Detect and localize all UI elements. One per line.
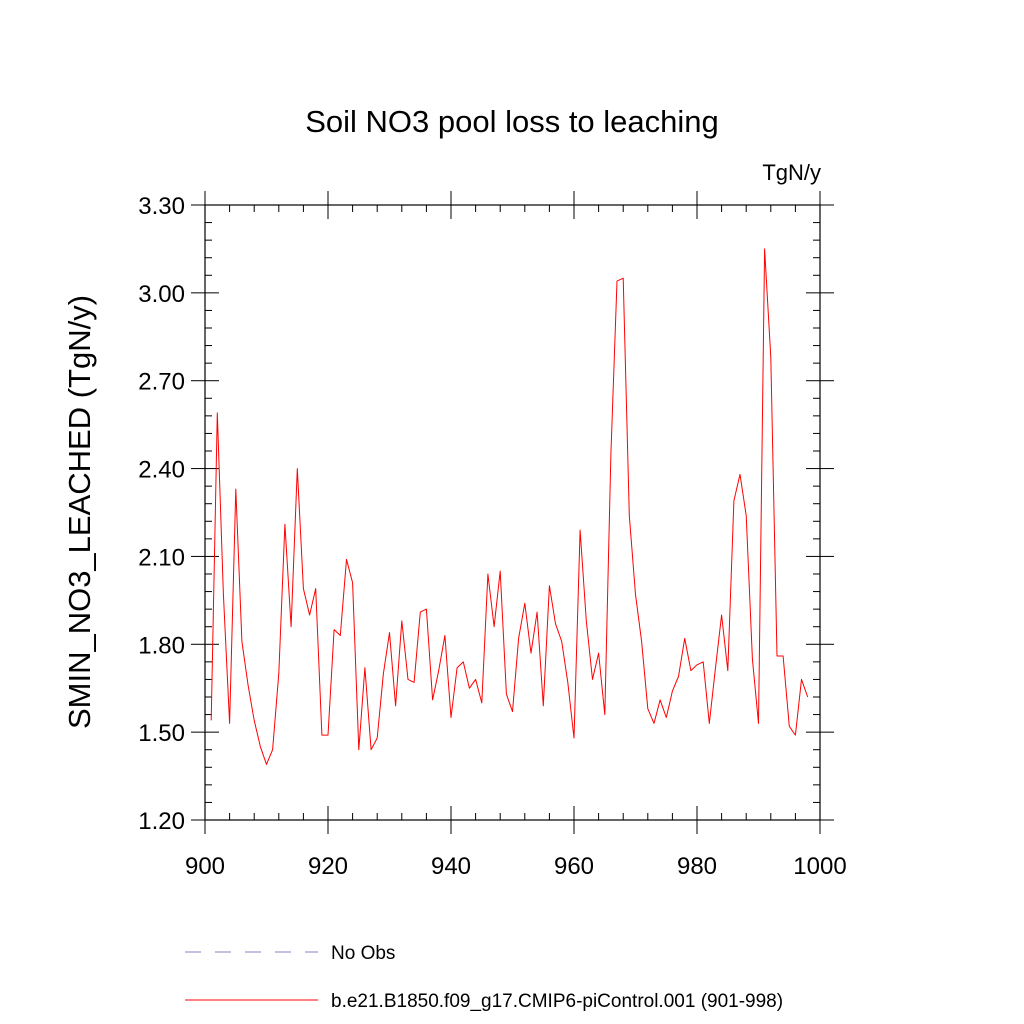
series-layer xyxy=(210,248,809,765)
y-tick-label: 3.00 xyxy=(138,281,185,308)
y-tick-label: 2.40 xyxy=(138,457,185,484)
legend: No Obs b.e21.B1850.f09_g17.CMIP6-piContro… xyxy=(185,943,783,1012)
series-line xyxy=(210,248,809,765)
units-label: TgN/y xyxy=(762,160,821,185)
plot-border xyxy=(204,204,821,821)
x-tick-label: 920 xyxy=(308,853,348,880)
y-tick-label: 1.20 xyxy=(138,808,185,835)
legend-label: No Obs xyxy=(331,943,395,964)
y-axis-ticks: 1.20 1.50 1.80 2.10 2.40 2.70 3.00 3.30 xyxy=(138,193,834,835)
x-tick-label: 980 xyxy=(677,853,717,880)
y-tick-label: 2.10 xyxy=(138,544,185,571)
y-tick-label: 1.50 xyxy=(138,720,185,747)
x-tick-label: 900 xyxy=(185,853,225,880)
y-tick-label: 2.70 xyxy=(138,369,185,396)
x-axis-ticks: 900 920 940 960 980 1000 xyxy=(185,191,847,880)
legend-label: b.e21.B1850.f09_g17.CMIP6-piControl.001 … xyxy=(331,991,783,1012)
y-axis-label: SMIN_NO3_LEACHED (TgN/y) xyxy=(62,295,97,729)
x-tick-label: 960 xyxy=(554,853,594,880)
x-tick-label: 1000 xyxy=(793,853,846,880)
x-tick-label: 940 xyxy=(431,853,471,880)
chart-title: Soil NO3 pool loss to leaching xyxy=(305,104,719,139)
y-tick-label: 1.80 xyxy=(138,632,185,659)
y-tick-label: 3.30 xyxy=(138,193,185,220)
plot-frame xyxy=(204,204,821,821)
